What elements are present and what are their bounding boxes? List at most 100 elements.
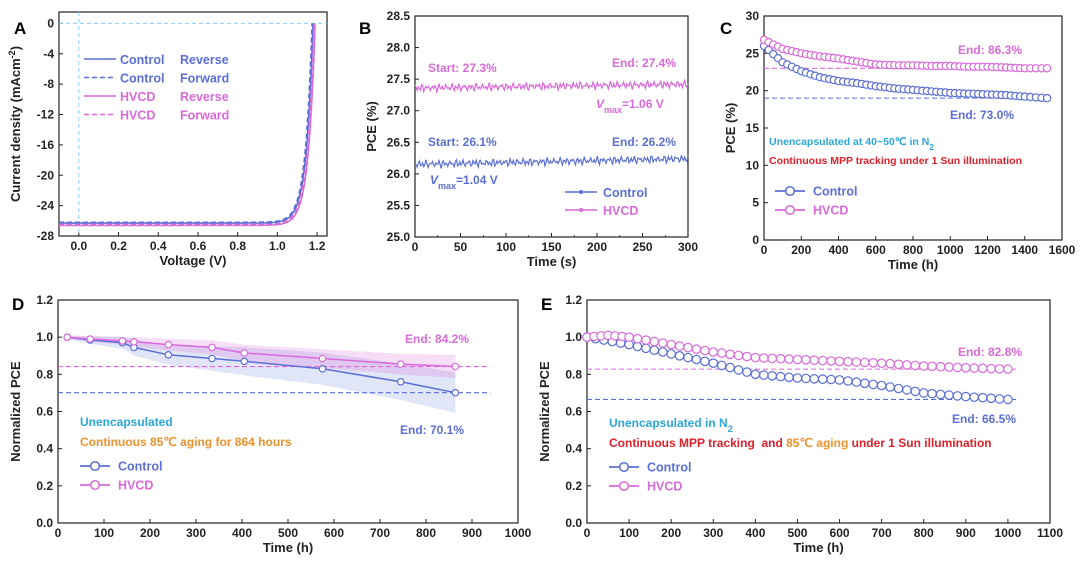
data-point [977, 363, 988, 374]
y-tick-label: 0.2 [565, 479, 582, 493]
x-tick-label: 0 [761, 243, 768, 257]
x-tick-label: 500 [787, 526, 807, 540]
data-point [725, 349, 735, 360]
data-point [1003, 364, 1013, 374]
data-point [775, 371, 786, 382]
data-point [792, 354, 803, 365]
data-point [742, 351, 752, 362]
annotation-condition-1: Unencapsulated at 40~50℃ in N2 [769, 136, 934, 152]
y-tick-label: 10 [746, 158, 760, 172]
data-point [733, 365, 744, 375]
data-point [801, 354, 811, 365]
panel-letter: C [720, 19, 732, 38]
data-point [674, 341, 685, 351]
y-axis-label-end: ) [8, 46, 23, 50]
legend-label: Control [603, 186, 647, 200]
y-tick-label: 0.8 [36, 367, 53, 381]
legend-label: HVCD [813, 204, 848, 218]
x-tick-label: 0 [55, 526, 62, 540]
x-tick-label: 0.8 [229, 239, 246, 253]
annotation-control-start: Start: 26.1% [428, 135, 497, 149]
data-point [649, 336, 660, 347]
vmax-part: max [604, 105, 622, 115]
data-point [960, 391, 971, 402]
y-tick-label: -16 [37, 138, 55, 152]
plot-frame [414, 15, 689, 238]
data-point [708, 347, 719, 357]
series-line [67, 336, 456, 368]
x-tick-label: 300 [678, 240, 698, 254]
data-point [986, 363, 996, 374]
panel-d: 0 100 200 300 400 500 600 700 800 900 1000 0.0 0.2 0.… [8, 293, 532, 555]
mpp-trace [414, 154, 689, 170]
legend-marker [618, 461, 630, 473]
data-point [1003, 394, 1013, 405]
vmax-part: =1.04 V [456, 173, 498, 187]
data-point [952, 362, 963, 373]
data-point [700, 345, 710, 356]
data-point [809, 355, 820, 365]
legend-label: Forward [180, 72, 229, 86]
data-point [649, 345, 660, 355]
data-point [935, 361, 946, 372]
y-tick-label: 0.0 [565, 516, 582, 530]
data-point [733, 350, 744, 361]
x-axis-label: Time (h) [263, 540, 313, 555]
y-tick-label: 0.2 [36, 479, 53, 493]
data-point [750, 352, 761, 363]
x-tick-label: 500 [278, 526, 298, 540]
data-point [994, 364, 1005, 374]
y-tick-label: 27.5 [387, 72, 411, 86]
y-tick-label: -4 [43, 47, 54, 61]
y-tick-label: 1.0 [36, 330, 53, 344]
subscript: 2 [929, 143, 934, 152]
annotation-hvcd-end: End: 84.2% [405, 332, 469, 346]
data-point [708, 358, 719, 368]
x-tick-label: 1.0 [269, 239, 286, 253]
annotation-control-end: End: 66.5% [952, 412, 1016, 426]
data-point [657, 347, 668, 357]
condition-part: Continuous MPP tracking and [609, 436, 786, 450]
annotation-hvcd-start: Start: 27.3% [428, 61, 497, 75]
data-point [969, 392, 979, 402]
data-point [994, 394, 1005, 404]
condition-part: under 1 Sun illumination [848, 436, 991, 450]
y-tick-label: 0.0 [36, 516, 53, 530]
x-tick-label: 0.0 [71, 239, 88, 253]
data-point [826, 374, 836, 385]
data-point [396, 360, 405, 368]
x-tick-label: 200 [661, 526, 681, 540]
x-tick-label: 200 [587, 240, 607, 254]
x-tick-label: 1200 [974, 243, 1001, 257]
x-tick-label: 1000 [505, 526, 532, 540]
vmax-part: max [438, 181, 456, 191]
data-point [208, 354, 216, 363]
x-axis-label: Time (s) [527, 254, 577, 269]
x-tick-label: 400 [828, 243, 848, 257]
x-tick-label: 0.2 [110, 239, 127, 253]
legend-label: Reverse [180, 90, 229, 104]
y-tick-label: 30 [746, 9, 760, 23]
data-point [817, 355, 828, 366]
annotation-condition-2: Continuous MPP tracking and 85℃ aging un… [609, 436, 992, 450]
data-point [876, 380, 887, 391]
y-tick-label: 25.0 [387, 230, 411, 244]
x-axis-label: Time (h) [793, 540, 843, 555]
data-point [843, 356, 853, 367]
y-tick-label: 1.0 [565, 330, 582, 344]
panel-letter: A [14, 19, 26, 38]
legend-label: HVCD [603, 204, 638, 218]
x-tick-label: 0.4 [150, 239, 167, 253]
data-point [876, 358, 887, 368]
data-point [902, 385, 912, 395]
data-point [683, 352, 693, 363]
y-axis-label: Normalized PCE [8, 361, 23, 462]
jv-curve [59, 23, 315, 226]
x-tick-label: 300 [703, 526, 723, 540]
x-tick-label: 50 [454, 240, 468, 254]
data-point [784, 354, 794, 364]
data-point [826, 356, 836, 366]
data-point [164, 350, 173, 359]
y-tick-label: -28 [37, 229, 55, 243]
